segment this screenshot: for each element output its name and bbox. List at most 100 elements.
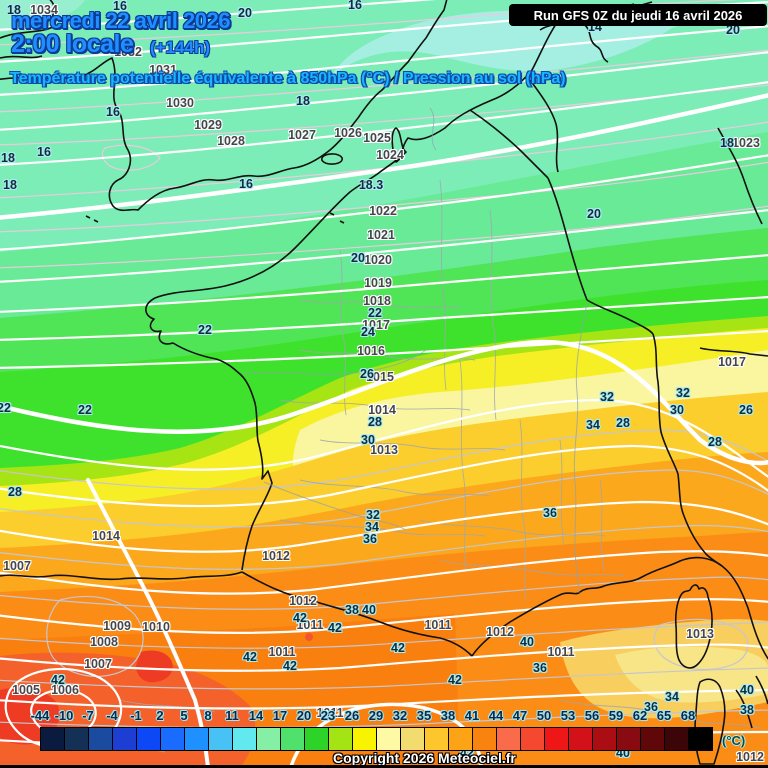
theta-label: 18	[7, 2, 21, 17]
theta-label: 42	[283, 658, 297, 673]
pressure-label: 1009	[103, 618, 131, 633]
colorbar-cell	[569, 728, 593, 750]
colorbar-cell	[521, 728, 545, 750]
theta-label: 36	[543, 505, 557, 520]
theta-label: 38	[345, 602, 359, 617]
pyrenees-border	[241, 571, 473, 657]
colorbar-cells	[40, 727, 713, 751]
colorbar-cell	[233, 728, 257, 750]
theta-label: 32	[366, 507, 380, 522]
colorbar-cell	[281, 728, 305, 750]
theta-label: 28	[8, 484, 22, 499]
pressure-label: 1006	[51, 682, 79, 697]
pressure-label: 1008	[90, 634, 118, 649]
pressure-label: 1029	[194, 117, 222, 132]
theta-label: 36	[363, 531, 377, 546]
colorbar-tick-label: -7	[82, 708, 94, 723]
theta-label: 26	[360, 366, 374, 381]
theta-label: 28	[368, 414, 382, 429]
colorbar-cell	[545, 728, 569, 750]
theta-label: 18	[720, 135, 734, 150]
colorbar-tick-label: 50	[536, 708, 552, 723]
pressure-label: 1011	[547, 644, 575, 659]
colorbar-tick-label: 2	[156, 708, 164, 723]
colorbar-cell	[401, 728, 425, 750]
pressure-label: 1018	[363, 293, 391, 308]
time-label: 2:00 locale	[11, 30, 134, 58]
pressure-label: 1014	[92, 528, 120, 543]
colorbar-tick-label: 56	[584, 708, 600, 723]
pressure-label: 1012	[262, 548, 290, 563]
theta-label: 38	[740, 702, 754, 717]
theta-label: 28	[616, 415, 630, 430]
colorbar-cell	[113, 728, 137, 750]
channel-islands	[329, 212, 345, 224]
colorbar-tick-label: 23	[320, 708, 336, 723]
colorbar-cell	[305, 728, 329, 750]
pressure-label: 1011	[268, 644, 296, 659]
run-info-label: Run GFS 0Z du jeudi 16 avril 2026	[533, 7, 743, 23]
colorbar-cell	[377, 728, 401, 750]
theta-label: 32	[676, 385, 690, 400]
colorbar-cell	[473, 728, 497, 750]
colorbar-cell	[329, 728, 353, 750]
pressure-label: 1025	[363, 130, 391, 145]
theta-label: 18	[3, 177, 17, 192]
theta-label: 42	[328, 620, 342, 635]
colorbar-tick-label: 8	[204, 708, 212, 723]
theta-label: 42	[293, 610, 307, 625]
pressure-label: 1019	[364, 275, 392, 290]
pressure-label: 1034	[30, 2, 58, 17]
theta-label: 18.3	[358, 177, 384, 192]
colorbar-tick-label: 62	[632, 708, 648, 723]
pressure-label: 1012	[289, 593, 317, 608]
theta-label: 20	[587, 206, 601, 221]
pressure-label: 1031	[149, 62, 177, 77]
pressure-label: 1005	[12, 682, 40, 697]
theta-label: 22	[0, 400, 11, 415]
colorbar-tick-label: 44	[488, 708, 504, 723]
theta-label: 24	[361, 324, 375, 339]
pressure-label: 1020	[364, 252, 392, 267]
colorbar-tick-label: 35	[416, 708, 432, 723]
pressure-label: 1012	[736, 749, 764, 764]
mediterranean-coast	[471, 556, 768, 660]
theta-label: 34	[586, 417, 600, 432]
colorbar-cell	[161, 728, 185, 750]
colorbar-cell	[185, 728, 209, 750]
theta-label: 34	[665, 689, 679, 704]
colorbar-tick-label: -44	[30, 708, 50, 723]
theta-label: 16	[106, 104, 120, 119]
date-label: mercredi 22 avril 2026	[11, 8, 230, 33]
theta-label: 22	[368, 305, 382, 320]
pressure-label: 1016	[357, 343, 385, 358]
pressure-label: 1013	[370, 442, 398, 457]
theta-label: 26	[739, 402, 753, 417]
colorbar-cell	[497, 728, 521, 750]
pressure-label: 1011	[316, 705, 344, 720]
pressure-label: 1010	[142, 619, 170, 634]
run-info-box: Run GFS 0Z du jeudi 16 avril 2026	[509, 4, 767, 26]
pressure-label: 1007	[84, 656, 112, 671]
theta-label: 40	[520, 634, 534, 649]
pressure-label: 1027	[288, 127, 316, 142]
colorbar-tick-label: 53	[560, 708, 576, 723]
map-title: Température potentielle équivalente à 85…	[10, 70, 566, 87]
pressure-label: 1011	[296, 617, 324, 632]
colorbar-cell	[665, 728, 689, 750]
colorbar-cell	[689, 728, 712, 750]
spain-north-coast	[0, 571, 243, 581]
pressure-label: 1017	[718, 354, 746, 369]
colorbar-cell	[65, 728, 89, 750]
germany-east-border	[717, 127, 763, 225]
pressure-label: 1030	[166, 95, 194, 110]
theta-label: 16	[239, 176, 253, 191]
theta-label: 18	[296, 93, 310, 108]
colorbar-tick-label: 11	[225, 708, 239, 723]
bottom-border	[0, 765, 768, 768]
pressure-label: 1014	[368, 402, 396, 417]
pressure-label: 1011	[424, 617, 452, 632]
theta-label: 20	[351, 250, 365, 265]
